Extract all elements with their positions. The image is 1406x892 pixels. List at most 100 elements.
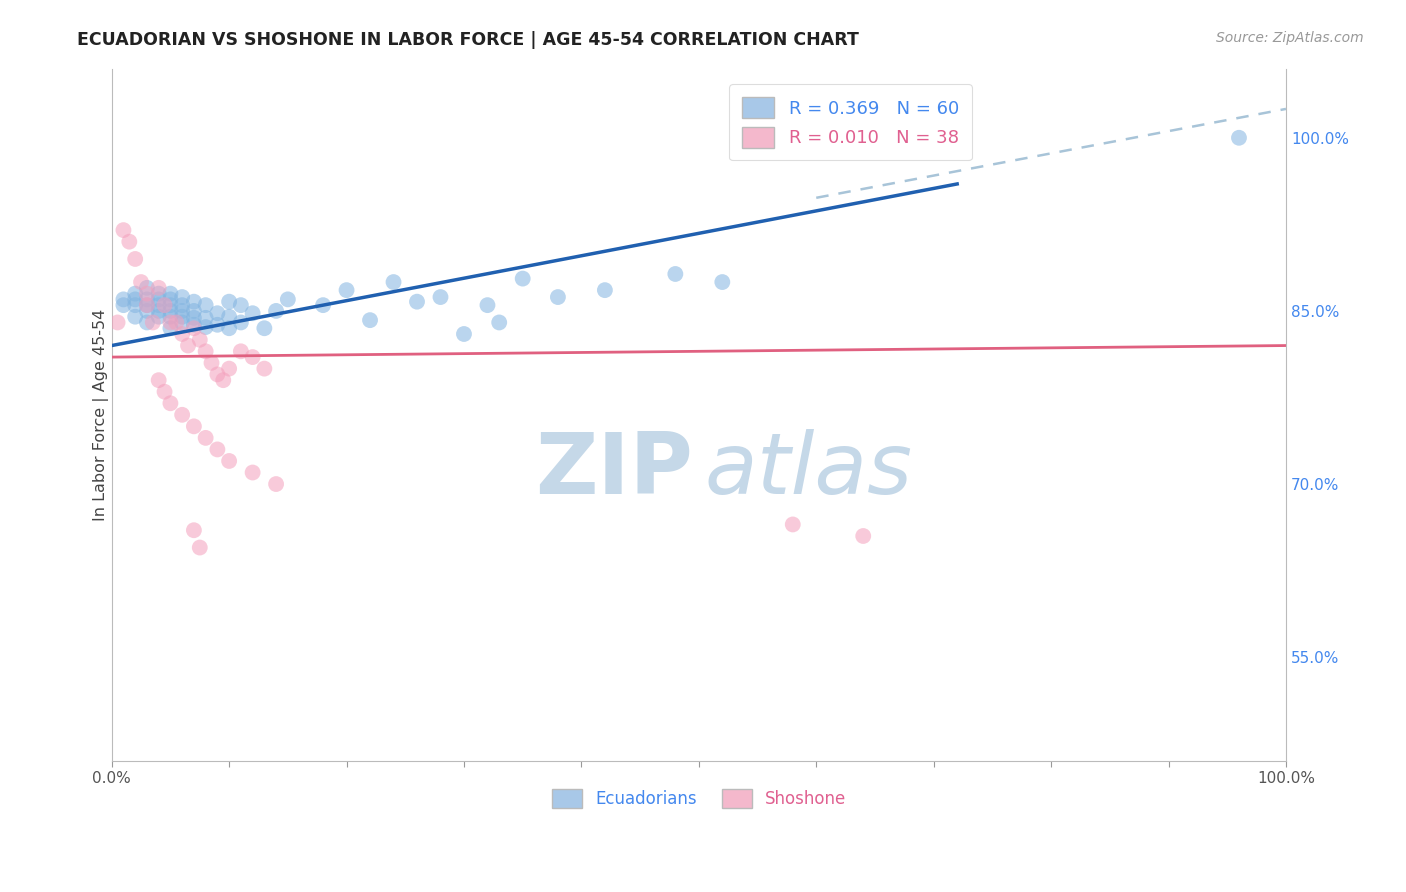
Point	[136, 286, 159, 301]
Text: ZIP: ZIP	[536, 429, 693, 512]
Text: Source: ZipAtlas.com: Source: ZipAtlas.com	[1216, 31, 1364, 45]
Point	[159, 321, 181, 335]
Point	[229, 344, 252, 359]
Y-axis label: In Labor Force | Age 45-54: In Labor Force | Age 45-54	[93, 309, 108, 521]
Point	[183, 310, 205, 325]
Point	[218, 454, 240, 468]
Point	[177, 338, 200, 352]
Point	[159, 315, 181, 329]
Point	[664, 267, 686, 281]
Point	[172, 304, 194, 318]
Point	[124, 298, 146, 312]
Point	[148, 281, 170, 295]
Point	[136, 315, 159, 329]
Point	[264, 477, 287, 491]
Point	[253, 361, 276, 376]
Point	[107, 315, 129, 329]
Point	[165, 315, 187, 329]
Point	[711, 275, 734, 289]
Point	[194, 344, 217, 359]
Point	[453, 326, 475, 341]
Point	[335, 283, 357, 297]
Point	[148, 293, 170, 307]
Point	[277, 293, 299, 307]
Point	[194, 431, 217, 445]
Point	[852, 529, 875, 543]
Point	[212, 373, 235, 387]
Point	[159, 293, 181, 307]
Point	[547, 290, 569, 304]
Point	[406, 294, 429, 309]
Point	[477, 298, 499, 312]
Point	[112, 223, 135, 237]
Point	[148, 310, 170, 324]
Point	[124, 252, 146, 266]
Point	[207, 306, 229, 320]
Point	[200, 356, 222, 370]
Point	[312, 298, 335, 312]
Point	[159, 310, 181, 324]
Point	[1227, 130, 1250, 145]
Point	[172, 310, 194, 324]
Point	[159, 304, 181, 318]
Point	[183, 419, 205, 434]
Point	[159, 396, 181, 410]
Point	[183, 304, 205, 318]
Point	[218, 294, 240, 309]
Point	[129, 275, 152, 289]
Point	[153, 298, 176, 312]
Text: atlas: atlas	[704, 429, 912, 512]
Point	[159, 298, 181, 312]
Point	[136, 293, 159, 307]
Point	[194, 320, 217, 334]
Point	[172, 326, 194, 341]
Point	[136, 298, 159, 312]
Point	[136, 298, 159, 312]
Point	[124, 286, 146, 301]
Point	[229, 298, 252, 312]
Legend: Ecuadorians, Shoshone: Ecuadorians, Shoshone	[546, 782, 853, 815]
Point	[194, 310, 217, 325]
Point	[183, 321, 205, 335]
Point	[172, 408, 194, 422]
Point	[172, 290, 194, 304]
Point	[429, 290, 451, 304]
Point	[188, 541, 211, 555]
Point	[148, 286, 170, 301]
Point	[207, 318, 229, 332]
Point	[218, 310, 240, 324]
Point	[218, 321, 240, 335]
Point	[153, 384, 176, 399]
Point	[183, 523, 205, 537]
Point	[183, 294, 205, 309]
Point	[242, 466, 264, 480]
Point	[229, 315, 252, 329]
Point	[207, 368, 229, 382]
Point	[124, 293, 146, 307]
Point	[512, 271, 534, 285]
Point	[593, 283, 616, 297]
Point	[359, 313, 381, 327]
Point	[194, 298, 217, 312]
Point	[124, 310, 146, 324]
Point	[242, 306, 264, 320]
Point	[112, 293, 135, 307]
Point	[159, 286, 181, 301]
Point	[382, 275, 405, 289]
Point	[172, 315, 194, 329]
Point	[488, 315, 510, 329]
Point	[264, 304, 287, 318]
Point	[183, 318, 205, 332]
Point	[142, 315, 165, 329]
Point	[118, 235, 141, 249]
Point	[148, 298, 170, 312]
Point	[188, 333, 211, 347]
Point	[207, 442, 229, 457]
Point	[242, 350, 264, 364]
Point	[782, 517, 804, 532]
Point	[148, 373, 170, 387]
Point	[172, 298, 194, 312]
Point	[253, 321, 276, 335]
Point	[136, 304, 159, 318]
Point	[218, 361, 240, 376]
